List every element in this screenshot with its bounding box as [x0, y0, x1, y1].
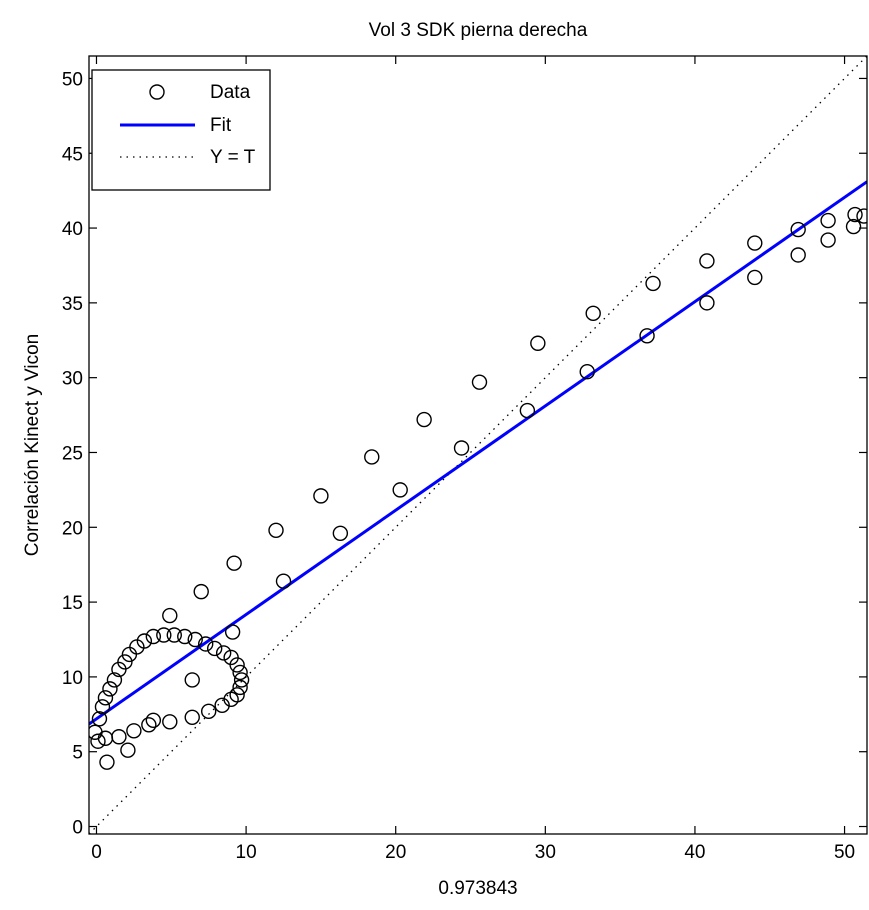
data-point — [332, 525, 349, 541]
data-point — [120, 742, 136, 758]
y-tick-label: 25 — [62, 443, 83, 464]
data-point — [214, 697, 230, 714]
data-point — [530, 335, 546, 351]
data-point — [790, 247, 806, 263]
data-point — [126, 723, 142, 739]
y-axis-label: Correlación Kinect y Vicon — [22, 334, 43, 556]
y-tick-label: 30 — [62, 369, 83, 390]
data-point — [102, 681, 118, 697]
data-point — [166, 627, 182, 643]
data-point — [106, 672, 123, 688]
data-point — [91, 711, 108, 727]
data-point — [471, 374, 488, 390]
data-point — [275, 573, 292, 589]
y-tick-label: 5 — [72, 743, 83, 764]
x-tick-label: 20 — [385, 842, 406, 863]
data-point — [268, 522, 284, 538]
y-tick-label: 10 — [62, 668, 83, 689]
legend-data-marker — [149, 84, 165, 100]
x-axis-label: 0.973843 — [438, 878, 517, 899]
data-point — [206, 640, 223, 657]
data-point — [645, 275, 661, 292]
data-point — [747, 269, 763, 286]
data-point — [226, 555, 242, 571]
x-tick-label: 30 — [535, 842, 556, 863]
legend-label: Data — [210, 82, 251, 103]
data-point — [232, 664, 248, 681]
data-point — [184, 672, 200, 688]
data-point — [699, 295, 715, 311]
legend: Data Fit Y = T — [91, 69, 271, 191]
data-point — [585, 305, 601, 322]
data-point — [197, 636, 214, 652]
data-point — [97, 730, 114, 746]
data-point — [162, 714, 178, 730]
x-tick-label: 40 — [684, 842, 705, 863]
data-point — [94, 699, 111, 715]
data-point — [223, 691, 239, 708]
data-point — [639, 328, 655, 344]
y-tick-label: 15 — [62, 593, 83, 614]
data-point — [790, 221, 806, 238]
data-point — [229, 657, 245, 673]
fit-line — [89, 180, 867, 726]
data-point — [845, 218, 862, 235]
data-point — [187, 631, 203, 648]
data-point — [177, 628, 193, 645]
data-markers — [89, 206, 867, 770]
x-tick-label: 50 — [834, 842, 855, 863]
data-point — [747, 235, 763, 251]
data-point — [364, 449, 380, 465]
data-point — [97, 690, 114, 706]
data-point — [117, 654, 133, 670]
data-point — [579, 363, 595, 380]
reference-line-y-equals-t — [89, 56, 867, 834]
data-point — [136, 633, 153, 649]
data-point — [847, 206, 863, 223]
data-point — [145, 628, 162, 645]
axes-box — [88, 55, 868, 835]
data-point — [162, 607, 178, 624]
data-point — [699, 253, 715, 269]
data-point — [233, 672, 250, 688]
data-point — [519, 402, 536, 419]
legend-label: Y = T — [210, 147, 256, 168]
data-point — [156, 627, 172, 643]
data-point — [232, 679, 248, 696]
data-point — [90, 733, 106, 749]
data-point — [224, 624, 241, 640]
y-tick-label: 20 — [62, 518, 83, 539]
data-point — [820, 212, 836, 229]
data-point — [215, 645, 232, 661]
y-tick-label: 40 — [62, 219, 83, 240]
data-point — [313, 488, 329, 504]
data-point — [200, 703, 217, 720]
x-tick-label: 10 — [236, 842, 257, 863]
legend-label: Fit — [210, 115, 232, 136]
data-point — [392, 482, 408, 498]
y-tick-label: 35 — [62, 294, 83, 315]
legend-box — [91, 69, 271, 191]
data-point — [820, 232, 836, 248]
data-point — [453, 440, 470, 456]
data-point — [141, 717, 157, 733]
y-tick-label: 45 — [62, 144, 83, 165]
y-tick-label: 0 — [72, 818, 83, 839]
data-point — [145, 712, 162, 728]
data-point — [856, 208, 867, 224]
data-point — [184, 709, 200, 725]
chart-title: Vol 3 SDK pierna derecha — [369, 20, 588, 41]
data-point — [99, 754, 115, 770]
x-tick-label: 0 — [91, 842, 102, 863]
data-point — [193, 583, 209, 600]
data-point — [416, 411, 432, 428]
y-tick-label: 50 — [62, 69, 83, 90]
